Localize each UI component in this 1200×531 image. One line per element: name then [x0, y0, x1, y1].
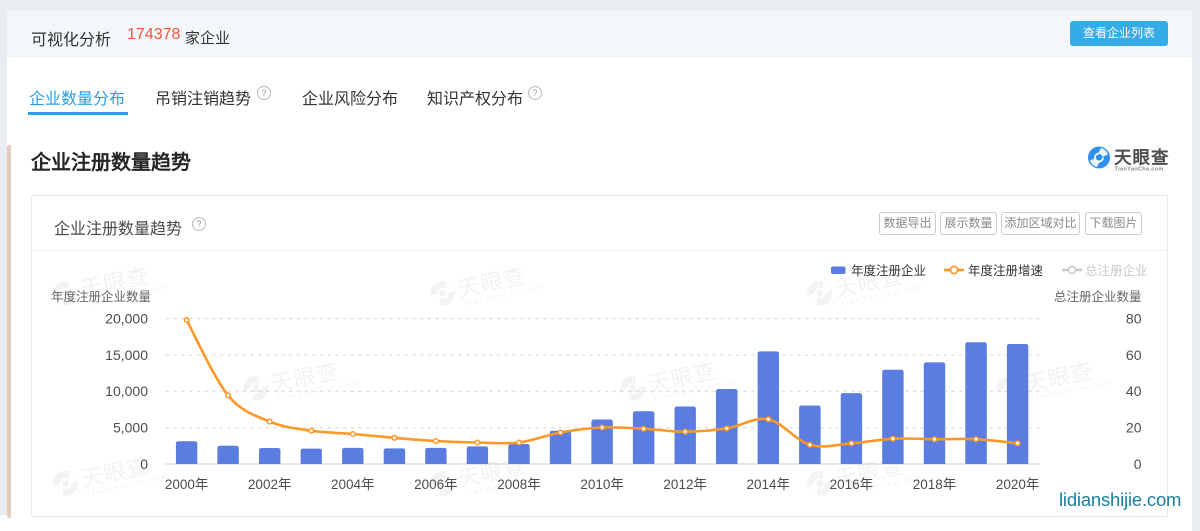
- svg-text:80: 80: [1126, 310, 1142, 326]
- svg-text:2018年: 2018年: [913, 477, 957, 492]
- svg-text:2008年: 2008年: [497, 477, 541, 492]
- svg-text:2000年: 2000年: [165, 477, 209, 492]
- svg-text:2012年: 2012年: [663, 477, 707, 492]
- svg-text:20: 20: [1126, 420, 1142, 436]
- svg-text:2002年: 2002年: [248, 477, 292, 492]
- svg-text:0: 0: [140, 456, 148, 472]
- svg-text:TianYanCha.com: TianYanCha.com: [1115, 167, 1164, 173]
- svg-text:年度注册企业: 年度注册企业: [851, 263, 926, 278]
- svg-text:40: 40: [1126, 383, 1142, 399]
- svg-text:2004年: 2004年: [331, 477, 375, 492]
- svg-text:2010年: 2010年: [580, 477, 624, 492]
- svg-text:5,000: 5,000: [113, 420, 148, 436]
- svg-text:总注册企业数量: 总注册企业数量: [1054, 289, 1142, 304]
- svg-text:天眼查: 天眼查: [1114, 148, 1170, 168]
- svg-text:2014年: 2014年: [747, 477, 791, 492]
- svg-text:年度注册增速: 年度注册增速: [968, 263, 1044, 278]
- svg-text:0: 0: [1134, 456, 1142, 472]
- svg-text:总注册企业: 总注册企业: [1085, 263, 1148, 278]
- svg-text:60: 60: [1126, 347, 1142, 363]
- svg-text:10,000: 10,000: [105, 383, 148, 399]
- svg-text:20,000: 20,000: [105, 310, 148, 326]
- svg-text:15,000: 15,000: [105, 347, 148, 363]
- svg-text:2006年: 2006年: [414, 477, 458, 492]
- svg-text:2020年: 2020年: [996, 477, 1040, 492]
- svg-text:2016年: 2016年: [830, 477, 874, 492]
- svg-text:年度注册企业数量: 年度注册企业数量: [51, 289, 151, 304]
